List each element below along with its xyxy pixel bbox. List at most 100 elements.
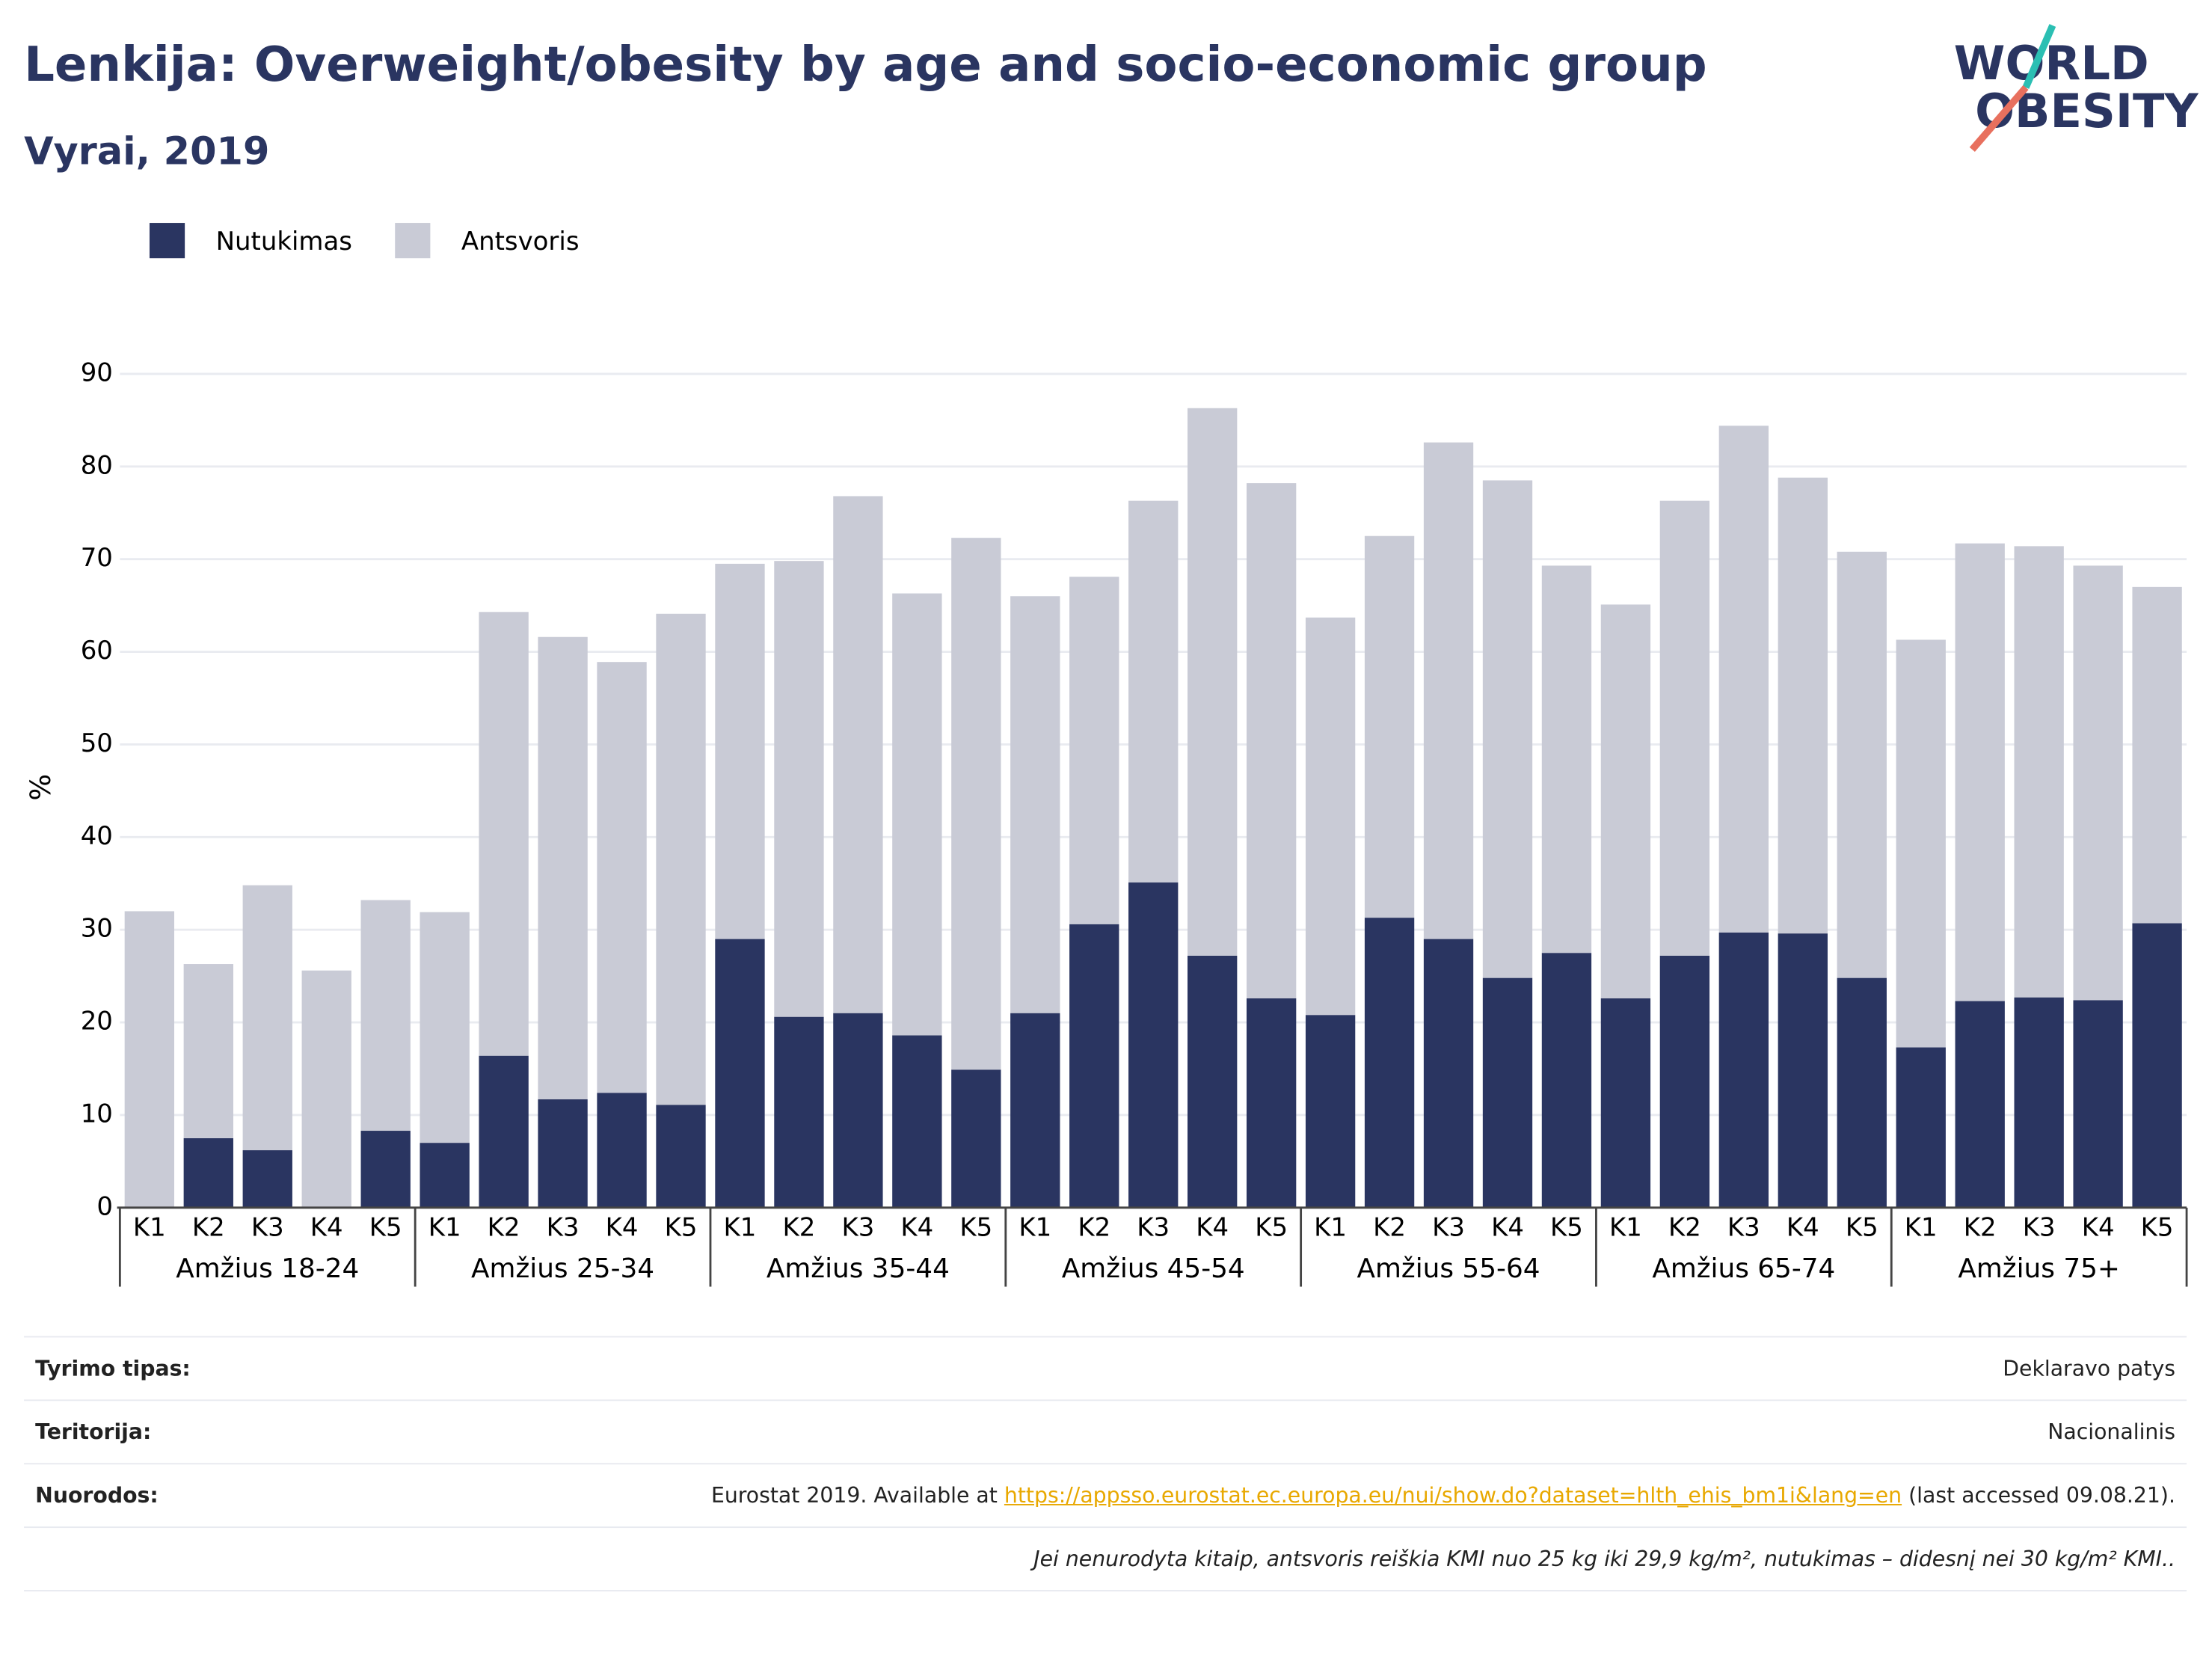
bar-segment [124, 911, 174, 1208]
bar-segment [656, 1105, 706, 1208]
footer-value: Nacionalinis [2047, 1419, 2175, 1445]
x-tick-label: K3 [1727, 1213, 1760, 1243]
chart-subtitle: Vyrai, 2019 [24, 130, 269, 174]
x-tick-label: K3 [841, 1213, 874, 1243]
footer-label: Teritorija: [35, 1419, 152, 1445]
x-tick-label: K1 [428, 1213, 461, 1243]
bar-segment [1482, 977, 1533, 1208]
y-axis-label: % [24, 774, 57, 801]
logo-stripe [2022, 24, 2056, 89]
bar-segment [1778, 477, 1828, 934]
footer-value: Deklaravo patys [2003, 1356, 2175, 1381]
bar-segment [1896, 639, 1946, 1048]
x-tick-label: K2 [1078, 1213, 1110, 1243]
bar-segment [1541, 953, 1592, 1208]
footer-note: Jei nenurodyta kitaip, antsvoris reiškia… [24, 1526, 2187, 1591]
x-tick-label: K4 [2082, 1213, 2115, 1243]
bar-segment [1659, 955, 1710, 1208]
group-label: Amžius 75+ [1958, 1253, 2120, 1284]
bar-segment [479, 612, 529, 1056]
y-tick-label: 30 [81, 914, 113, 944]
bar-segment [1600, 604, 1651, 998]
x-tick-label: K4 [310, 1213, 343, 1243]
x-tick-label: K4 [900, 1213, 933, 1243]
y-tick-label: 40 [81, 821, 113, 851]
bar-segment [1482, 480, 1533, 978]
bar-segment [2132, 586, 2182, 924]
footer-label: Tyrimo tipas: [35, 1355, 191, 1381]
bar-segment [2073, 565, 2123, 1001]
bar-segment [242, 885, 292, 1151]
y-tick-label: 50 [81, 728, 113, 758]
group-label: Amžius 18-24 [176, 1253, 359, 1284]
x-tick-label: K4 [1491, 1213, 1524, 1243]
bar-segment [1659, 500, 1710, 956]
x-tick-label: K1 [1314, 1213, 1347, 1243]
legend-label: Antsvoris [461, 227, 580, 257]
group-label: Amžius 65-74 [1652, 1253, 1835, 1284]
x-tick-label: K1 [724, 1213, 757, 1243]
x-tick-label: K1 [133, 1213, 166, 1243]
x-tick-label: K5 [959, 1213, 992, 1243]
bar-segment [2073, 1000, 2123, 1208]
bar-segment [2014, 546, 2064, 998]
bar-segment [1837, 977, 1887, 1208]
x-tick-label: K2 [192, 1213, 225, 1243]
x-tick-label: K2 [488, 1213, 520, 1243]
bar-segment [1837, 551, 1887, 978]
x-tick-label: K2 [1964, 1213, 1997, 1243]
x-tick-label: K5 [665, 1213, 698, 1243]
footer-row: Teritorija: Nacionalinis [24, 1399, 2187, 1463]
bar-segment [1305, 617, 1356, 1016]
bar-segment [242, 1150, 292, 1208]
bar-segment [1364, 535, 1415, 918]
bar-segment [2132, 923, 2182, 1208]
x-tick-label: K5 [1846, 1213, 1878, 1243]
group-label: Amžius 35-44 [766, 1253, 950, 1284]
footer-text: Nacionalinis [2047, 1419, 2175, 1445]
bar-segment [833, 1013, 883, 1208]
bar-segment [1778, 933, 1828, 1208]
bar-segment [1188, 955, 1238, 1208]
footer-link[interactable]: https://appsso.eurostat.ec.europa.eu/nui… [1004, 1482, 1902, 1508]
bar-segment [1246, 483, 1297, 998]
x-tick-label: K3 [547, 1213, 580, 1243]
bar-segment [360, 1131, 411, 1208]
y-tick-label: 80 [81, 450, 113, 480]
bar-segment [2014, 997, 2064, 1208]
bar-segment [1541, 565, 1592, 954]
group-label: Amžius 55-64 [1357, 1253, 1540, 1284]
bar-segment [1246, 998, 1297, 1208]
logo-text: OBESITY [1975, 84, 2199, 138]
bar-segment [479, 1055, 529, 1208]
logo-text: WORLD [1954, 36, 2149, 90]
bar-segment [538, 1099, 588, 1208]
x-tick-label: K2 [1373, 1213, 1406, 1243]
bar-segment [951, 538, 1001, 1070]
bar-segment [1305, 1015, 1356, 1208]
x-tick-label: K5 [1255, 1213, 1288, 1243]
x-tick-label: K3 [251, 1213, 284, 1243]
x-tick-label: K5 [369, 1213, 402, 1243]
bar-segment [1718, 932, 1769, 1208]
bar-segment [774, 561, 824, 1017]
chart: Lenkija: Overweight/obesity by age and s… [24, 24, 2199, 1287]
bar-segment [183, 964, 233, 1138]
bar-segment [1955, 543, 2005, 1001]
footer-label: Nuorodos: [35, 1482, 159, 1508]
bar-segment [1069, 924, 1119, 1208]
y-tick-label: 70 [81, 543, 113, 573]
legend-swatch [149, 223, 185, 259]
footer: Tyrimo tipas: Deklaravo patys Teritorija: N… [24, 1336, 2187, 1591]
bar-segment [420, 912, 470, 1143]
x-tick-label: K4 [1787, 1213, 1819, 1243]
x-tick-label: K3 [1137, 1213, 1170, 1243]
logo-stripe [1969, 85, 2029, 153]
bar-segment [833, 496, 883, 1013]
chart-title: Lenkija: Overweight/obesity by age and s… [24, 37, 1707, 93]
footer-row: Tyrimo tipas: Deklaravo patys [24, 1336, 2187, 1400]
x-tick-label: K4 [1196, 1213, 1229, 1243]
bar-segment [1718, 426, 1769, 933]
